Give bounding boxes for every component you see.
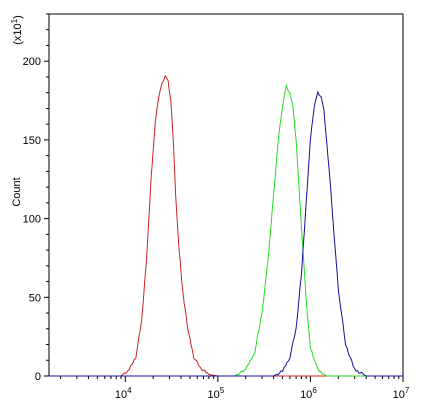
y-tick-label: 50 (29, 292, 41, 304)
y-multiplier-label: (x101) (10, 15, 24, 45)
x-tick-base: 10 (300, 389, 312, 401)
x-tick-exponent: 4 (127, 386, 132, 395)
y-tick-label: 200 (23, 56, 41, 68)
x-tick-exponent: 6 (312, 386, 317, 395)
y-multiplier-suffix: ) (12, 15, 24, 19)
x-tick-label: 105 (207, 386, 224, 401)
series-line-3 (49, 90, 403, 377)
plot-border (48, 13, 404, 377)
x-tick-exponent: 7 (405, 386, 410, 395)
x-tick-base: 10 (207, 389, 219, 401)
x-tick-base: 10 (393, 389, 405, 401)
y-axis: 0 50 100 150 200 (23, 13, 49, 383)
series-layer (49, 74, 403, 377)
plot-frame (48, 13, 404, 377)
y-axis-label: Count (11, 177, 23, 206)
y-multiplier-exponent: 1 (10, 18, 19, 23)
y-tick-label: 100 (23, 214, 41, 226)
x-tick-label: 106 (300, 386, 317, 401)
x-tick-base: 10 (115, 389, 127, 401)
x-axis: 104 105 106 107 (60, 376, 410, 401)
y-tick-label: 150 (23, 135, 41, 147)
y-multiplier-prefix: (x10 (12, 23, 24, 44)
x-tick-exponent: 5 (220, 386, 225, 395)
series-line-2 (49, 83, 403, 377)
x-tick-label: 107 (393, 386, 410, 401)
y-tick-label: 0 (35, 371, 41, 383)
series-line-1 (49, 74, 403, 377)
x-tick-label: 104 (115, 386, 132, 401)
